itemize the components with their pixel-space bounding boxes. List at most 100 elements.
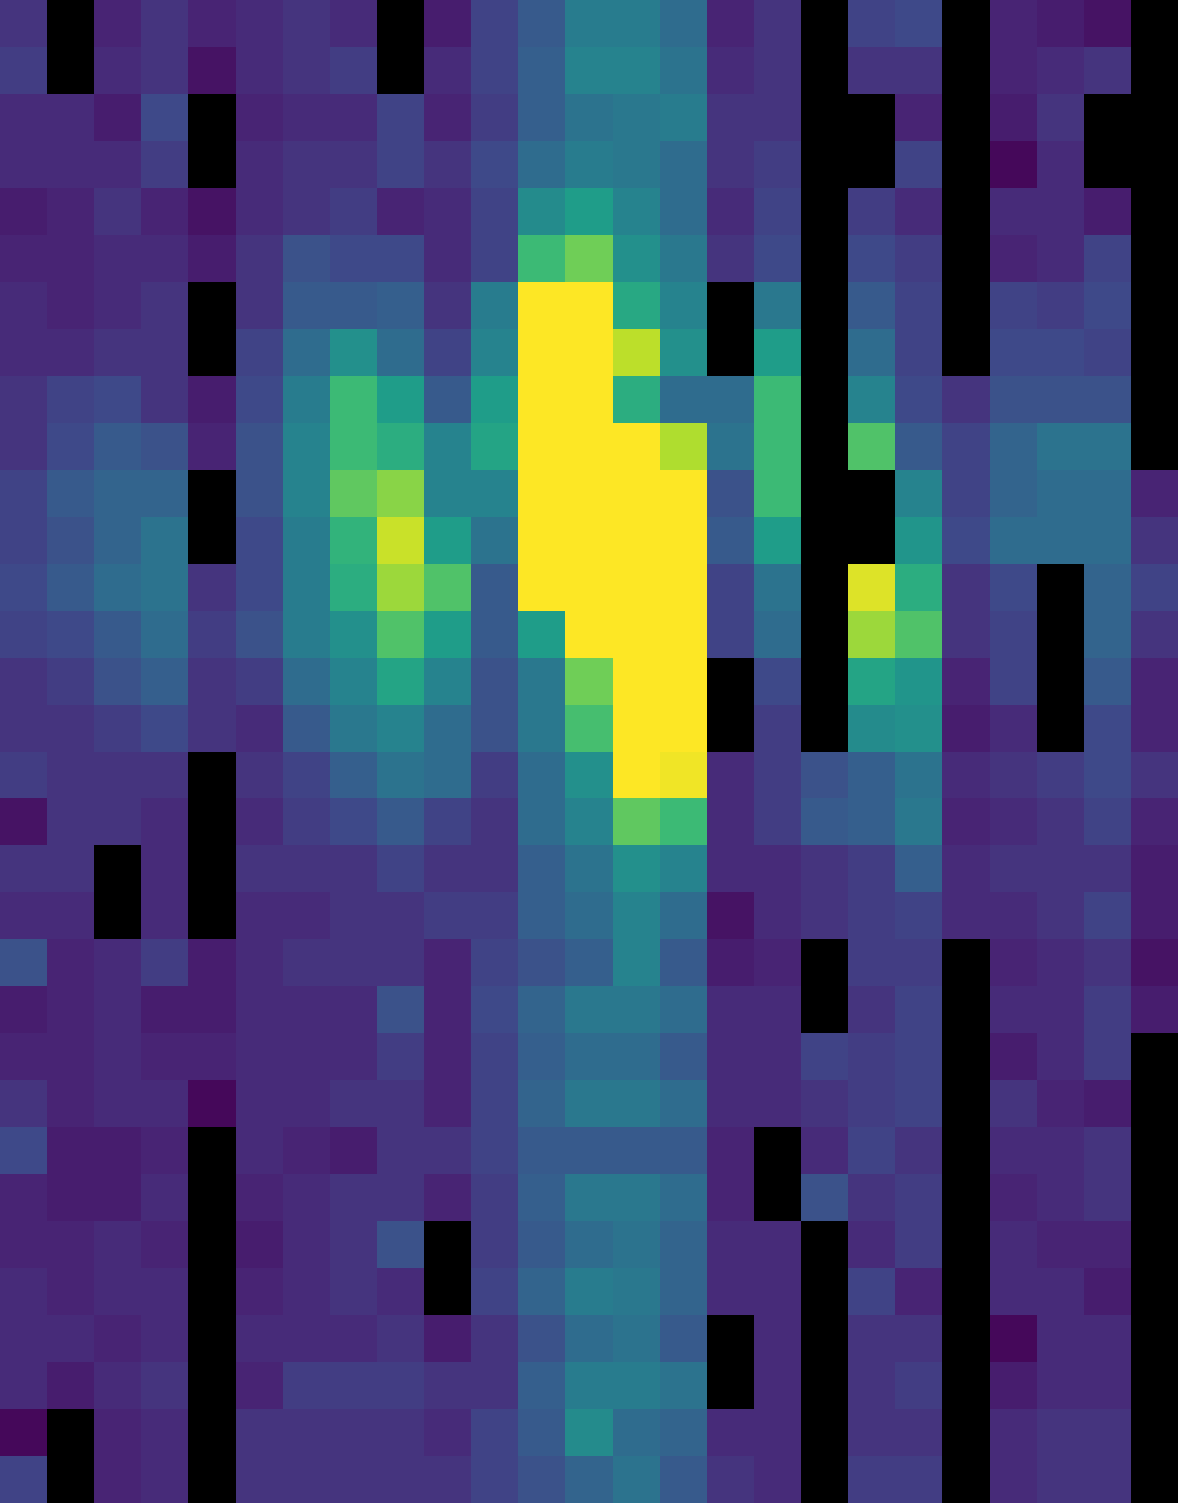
heatmap-cell xyxy=(47,235,94,282)
heatmap-cell xyxy=(660,235,707,282)
heatmap-cell xyxy=(990,1456,1037,1503)
heatmap-cell xyxy=(707,517,754,564)
heatmap-cell xyxy=(94,0,141,47)
heatmap-cell xyxy=(1037,986,1084,1033)
heatmap-cell xyxy=(0,329,47,376)
heatmap-cell xyxy=(141,188,188,235)
heatmap-cell xyxy=(283,611,330,658)
heatmap-cell xyxy=(283,705,330,752)
heatmap-cell xyxy=(471,1362,518,1409)
heatmap-cell xyxy=(895,235,942,282)
heatmap-cell xyxy=(377,188,424,235)
heatmap-cell xyxy=(377,376,424,423)
heatmap-cell xyxy=(848,892,895,939)
heatmap-cell xyxy=(613,845,660,892)
heatmap-cell xyxy=(141,798,188,845)
heatmap-cell xyxy=(895,892,942,939)
heatmap-cell xyxy=(1037,376,1084,423)
heatmap-cell xyxy=(424,517,471,564)
heatmap-cell xyxy=(283,423,330,470)
heatmap-cell xyxy=(565,986,613,1033)
heatmap-cell xyxy=(707,1456,754,1503)
heatmap-cell xyxy=(0,1268,47,1315)
heatmap-cell xyxy=(613,705,660,752)
heatmap-cell xyxy=(424,564,471,611)
heatmap-cell xyxy=(47,939,94,986)
heatmap-cell xyxy=(660,1174,707,1221)
heatmap-cell xyxy=(613,611,660,658)
heatmap-cell xyxy=(330,47,377,94)
heatmap-cell xyxy=(94,423,141,470)
heatmap-cell xyxy=(471,1127,518,1174)
heatmap-cell xyxy=(471,188,518,235)
heatmap-cell xyxy=(754,1080,801,1127)
heatmap-cell xyxy=(895,705,942,752)
heatmap-cell xyxy=(754,94,801,141)
heatmap-cell xyxy=(94,470,141,517)
heatmap-cell xyxy=(283,282,330,329)
heatmap-cell xyxy=(424,1362,471,1409)
heatmap-cell xyxy=(330,470,377,517)
heatmap-cell xyxy=(141,47,188,94)
heatmap-cell xyxy=(47,611,94,658)
heatmap-cell xyxy=(848,564,895,611)
heatmap-cell xyxy=(236,376,283,423)
heatmap-cell xyxy=(424,1315,471,1362)
heatmap-cell xyxy=(613,470,660,517)
heatmap-cell xyxy=(94,1174,141,1221)
heatmap-cell xyxy=(94,1127,141,1174)
heatmap-cell xyxy=(188,423,236,470)
heatmap-cell xyxy=(47,986,94,1033)
heatmap-cell xyxy=(848,423,895,470)
heatmap-cell xyxy=(141,1174,188,1221)
heatmap-cell xyxy=(283,470,330,517)
heatmap-cell xyxy=(0,564,47,611)
heatmap-cell xyxy=(895,0,942,47)
heatmap-cell xyxy=(424,1174,471,1221)
heatmap-cell xyxy=(895,798,942,845)
heatmap-cell xyxy=(1037,798,1084,845)
heatmap-cell xyxy=(660,188,707,235)
heatmap-cell xyxy=(660,470,707,517)
heatmap-cell xyxy=(377,939,424,986)
heatmap-cell xyxy=(94,282,141,329)
heatmap-cell xyxy=(471,376,518,423)
heatmap-cell xyxy=(0,1033,47,1080)
heatmap-cell xyxy=(471,705,518,752)
heatmap-cell xyxy=(377,1268,424,1315)
heatmap-cell xyxy=(377,1315,424,1362)
heatmap-cell xyxy=(141,611,188,658)
heatmap-cell xyxy=(1084,470,1131,517)
heatmap-cell xyxy=(330,517,377,564)
heatmap-cell xyxy=(990,0,1037,47)
heatmap-cell xyxy=(1037,235,1084,282)
heatmap-cell xyxy=(613,1033,660,1080)
heatmap-cell xyxy=(660,939,707,986)
heatmap-cell xyxy=(471,658,518,705)
heatmap-cell xyxy=(1131,658,1178,705)
heatmap-cell xyxy=(330,939,377,986)
heatmap-cell xyxy=(141,1127,188,1174)
heatmap-cell xyxy=(236,752,283,798)
heatmap-cell xyxy=(1037,47,1084,94)
heatmap-cell xyxy=(47,845,94,892)
heatmap-cell xyxy=(471,423,518,470)
heatmap-cell xyxy=(0,1362,47,1409)
heatmap-cell xyxy=(895,188,942,235)
heatmap-cell xyxy=(613,798,660,845)
heatmap-cell xyxy=(283,141,330,188)
heatmap-cell xyxy=(990,235,1037,282)
heatmap-cell xyxy=(188,1033,236,1080)
heatmap-cell xyxy=(141,470,188,517)
heatmap-cell xyxy=(518,94,565,141)
heatmap-cell xyxy=(707,141,754,188)
heatmap-cell xyxy=(990,470,1037,517)
heatmap-cell xyxy=(895,752,942,798)
heatmap-cell xyxy=(377,94,424,141)
heatmap-cell xyxy=(1131,517,1178,564)
heatmap-cell xyxy=(141,1268,188,1315)
heatmap-cell xyxy=(1037,517,1084,564)
heatmap-cell xyxy=(565,1127,613,1174)
heatmap-cell xyxy=(801,845,848,892)
